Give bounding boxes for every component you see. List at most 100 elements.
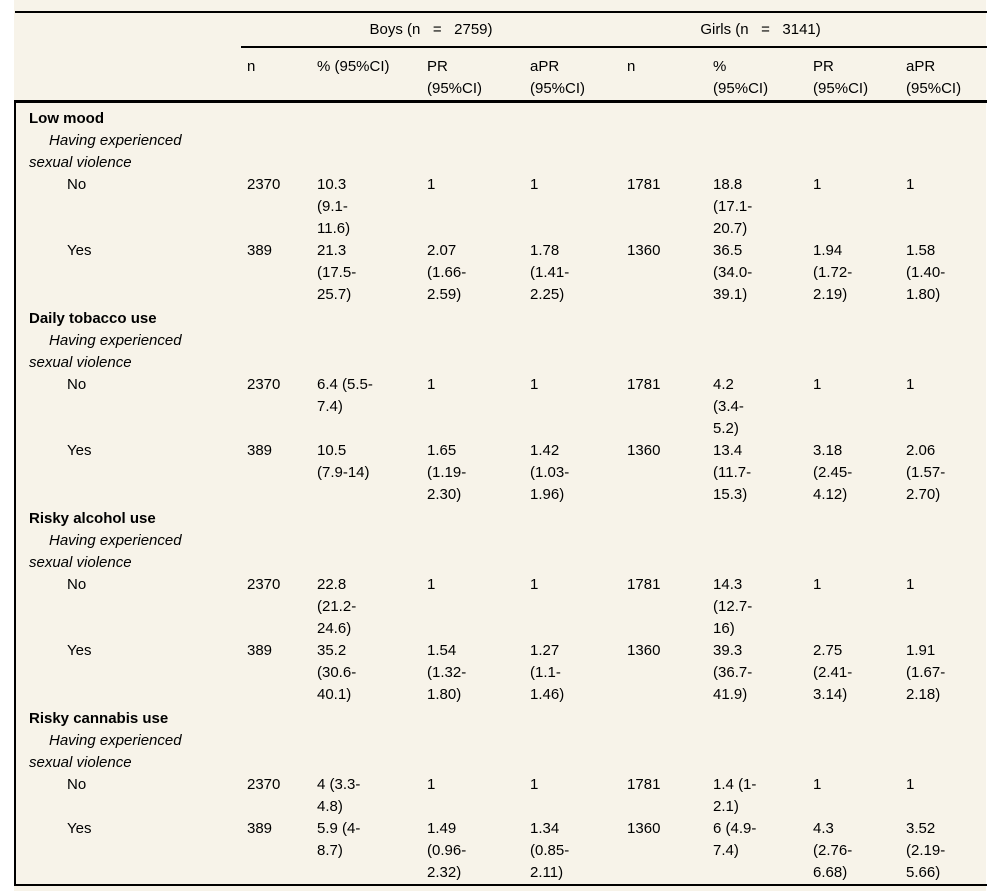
table-row: Yes 389 35.2 (30.6- 40.1) 1.54 (1.32- 1.… bbox=[14, 640, 987, 706]
cell: 1.34 (0.85- 2.11) bbox=[524, 818, 622, 886]
section-title-row: Risky alcohol use bbox=[13, 506, 988, 530]
column-header-boys-pr: PR (95%CI) bbox=[421, 47, 524, 103]
cell: 1.4 (1- 2.1) bbox=[713, 776, 757, 815]
table-row: No 2370 22.8 (21.2- 24.6) 1 1 1781 14.3 … bbox=[14, 574, 987, 640]
cell: 1.27 (1.1- 1.46) bbox=[530, 642, 565, 703]
section-title-risky-alcohol-use: Risky alcohol use bbox=[13, 506, 988, 530]
row-label: Yes bbox=[14, 640, 241, 706]
cell: 2.75 (2.41- 3.14) bbox=[813, 642, 853, 703]
section-subtitle: Having experienced sexual violence bbox=[13, 330, 988, 374]
table-row: Yes 389 10.5 (7.9-14) 1.65 (1.19- 2.30) … bbox=[14, 440, 987, 506]
cell: 4 (3.3- 4.8) bbox=[317, 776, 361, 815]
section-title-daily-tobacco-use: Daily tobacco use bbox=[13, 306, 988, 330]
cell: 1.91 (1.67- 2.18) bbox=[906, 642, 946, 703]
row-label: Yes bbox=[14, 818, 241, 886]
table-sheet: Boys (n = 2759) Girls (n = 3141) n % (95… bbox=[13, 0, 988, 891]
section-subtitle: Having experienced sexual violence bbox=[13, 130, 988, 174]
cell: 389 bbox=[247, 242, 273, 259]
results-table: Boys (n = 2759) Girls (n = 3141) n % (95… bbox=[13, 11, 988, 886]
cell: 1 bbox=[427, 576, 436, 593]
cell: 1781 bbox=[627, 176, 661, 193]
cell: 2.06 (1.57- 2.70) bbox=[906, 442, 946, 503]
section-subtitle-row: Having experienced sexual violence bbox=[13, 730, 988, 774]
cell: 36.5 (34.0- 39.1) bbox=[713, 242, 753, 303]
cell: 21.3 (17.5- 25.7) bbox=[317, 242, 357, 303]
section-title-risky-cannabis-use: Risky cannabis use bbox=[13, 706, 988, 730]
column-header-blank bbox=[15, 47, 241, 103]
cell: 1 bbox=[906, 776, 915, 793]
cell: 1 bbox=[813, 376, 822, 393]
column-header-row: n % (95%CI) PR (95%CI) aPR (95%CI) n % (… bbox=[15, 47, 988, 103]
cell: 1 bbox=[530, 776, 539, 793]
cell: 3.52 (2.19- 5.66) bbox=[900, 818, 988, 886]
section-subtitle: Having experienced sexual violence bbox=[13, 730, 988, 774]
cell: 39.3 (36.7- 41.9) bbox=[713, 642, 753, 703]
cell: 22.8 (21.2- 24.6) bbox=[317, 576, 357, 637]
section-title-row: Daily tobacco use bbox=[13, 306, 988, 330]
cell: 2370 bbox=[247, 776, 281, 793]
cell: 1 bbox=[813, 176, 822, 193]
cell: 2370 bbox=[247, 576, 281, 593]
cell: 1 bbox=[427, 176, 436, 193]
column-header-boys-pct: % (95%CI) bbox=[311, 47, 421, 103]
section-subtitle-row: Having experienced sexual violence bbox=[13, 530, 988, 574]
cell: 3.18 (2.45- 4.12) bbox=[813, 442, 853, 503]
cell: 1 bbox=[427, 376, 436, 393]
cell: 2370 bbox=[247, 376, 281, 393]
section-title-low-mood: Low mood bbox=[13, 101, 988, 130]
cell: 1 bbox=[906, 376, 915, 393]
cell: 1 bbox=[530, 576, 539, 593]
column-header-girls-pr: PR (95%CI) bbox=[807, 47, 901, 103]
cell: 1 bbox=[906, 576, 915, 593]
row-label: No bbox=[14, 774, 241, 818]
section-subtitle: Having experienced sexual violence bbox=[13, 530, 988, 574]
cell: 1 bbox=[530, 176, 539, 193]
table-row: Yes 389 5.9 (4- 8.7) 1.49 (0.96- 2.32) 1… bbox=[14, 818, 988, 886]
section-title-row: Low mood bbox=[13, 101, 988, 130]
cell: 1.65 (1.19- 2.30) bbox=[427, 442, 467, 503]
column-header-boys-apr: aPR (95%CI) bbox=[524, 47, 622, 103]
cell: 1.49 (0.96- 2.32) bbox=[421, 818, 524, 886]
cell: 4.3 (2.76- 6.68) bbox=[807, 818, 901, 886]
cell: 4.2 (3.4- 5.2) bbox=[713, 376, 744, 437]
cell: 1.78 (1.41- 2.25) bbox=[530, 242, 570, 303]
table-row: No 2370 4 (3.3- 4.8) 1 1 1781 1.4 (1- 2.… bbox=[14, 774, 987, 818]
group-header-filler bbox=[900, 12, 988, 48]
group-header-girls: Girls (n = 3141) bbox=[621, 12, 901, 48]
cell: 389 bbox=[247, 642, 273, 659]
cell: 2.07 (1.66- 2.59) bbox=[427, 242, 467, 303]
corner-blank-cell bbox=[15, 12, 241, 47]
section-subtitle-row: Having experienced sexual violence bbox=[13, 330, 988, 374]
cell: 1.42 (1.03- 1.96) bbox=[530, 442, 570, 503]
cell: 10.3 (9.1- 11.6) bbox=[317, 176, 351, 237]
group-header-boys: Boys (n = 2759) bbox=[241, 12, 622, 48]
row-label: Yes bbox=[14, 440, 241, 506]
cell: 389 bbox=[241, 818, 311, 886]
cell: 1360 bbox=[627, 242, 661, 259]
cell: 1781 bbox=[627, 776, 661, 793]
column-header-girls-pct: % (95%CI) bbox=[707, 47, 808, 103]
cell: 1.94 (1.72- 2.19) bbox=[813, 242, 853, 303]
cell: 6.4 (5.5- 7.4) bbox=[317, 376, 373, 415]
cell: 1360 bbox=[627, 642, 661, 659]
cell: 13.4 (11.7- 15.3) bbox=[713, 442, 752, 503]
cell: 18.8 (17.1- 20.7) bbox=[713, 176, 753, 237]
cell: 1360 bbox=[627, 442, 661, 459]
table-row: No 2370 10.3 (9.1- 11.6) 1 1 1781 18.8 (… bbox=[14, 174, 987, 240]
cell: 1781 bbox=[627, 576, 661, 593]
cell: 1.54 (1.32- 1.80) bbox=[427, 642, 467, 703]
row-label: No bbox=[14, 374, 241, 440]
table-row: No 2370 6.4 (5.5- 7.4) 1 1 1781 4.2 (3.4… bbox=[14, 374, 987, 440]
cell: 1781 bbox=[627, 376, 661, 393]
cell: 1360 bbox=[621, 818, 708, 886]
cell: 10.5 (7.9-14) bbox=[317, 442, 370, 481]
cell: 6 (4.9- 7.4) bbox=[707, 818, 808, 886]
cell: 14.3 (12.7- 16) bbox=[713, 576, 753, 637]
column-header-girls-n: n bbox=[621, 47, 708, 103]
cell: 389 bbox=[247, 442, 273, 459]
section-title-row: Risky cannabis use bbox=[13, 706, 988, 730]
column-header-girls-apr: aPR (95%CI) bbox=[900, 47, 988, 103]
row-label: No bbox=[14, 574, 241, 640]
cell: 1 bbox=[427, 776, 436, 793]
